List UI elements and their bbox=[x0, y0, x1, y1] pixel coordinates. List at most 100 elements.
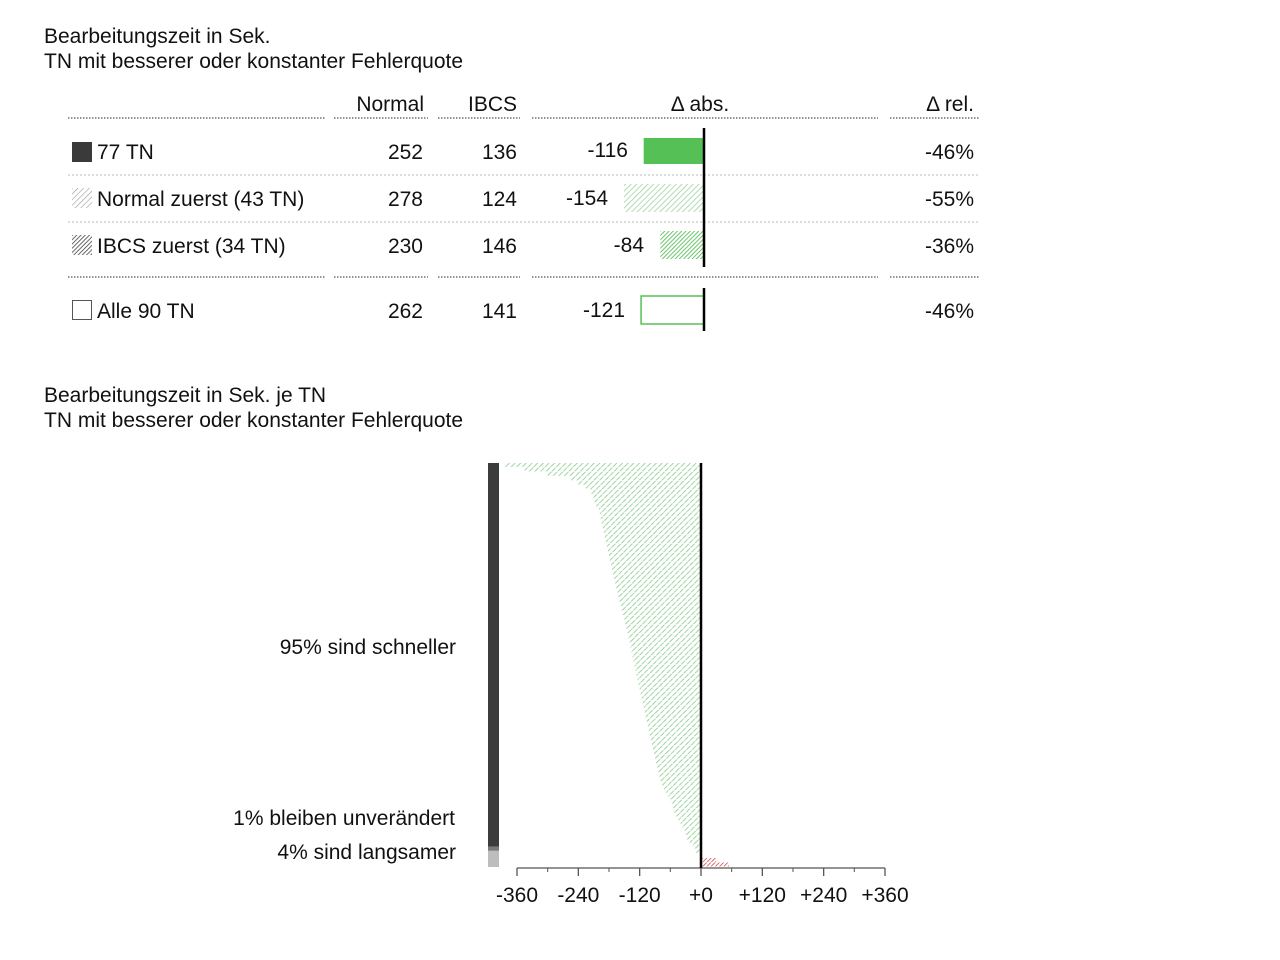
participant-bar bbox=[659, 772, 701, 777]
participant-bar bbox=[623, 615, 701, 620]
cell-delta-abs: -84 bbox=[613, 234, 644, 257]
table-subtitle: TN mit besserer oder konstanter Fehlerqu… bbox=[44, 50, 464, 73]
participant-bar bbox=[603, 530, 701, 535]
participant-bar bbox=[682, 826, 701, 831]
participant-bar bbox=[662, 781, 701, 786]
participant-bar bbox=[672, 804, 701, 809]
participant-bar bbox=[656, 759, 701, 764]
participant-bar bbox=[639, 687, 701, 692]
participant-bar bbox=[633, 660, 701, 665]
participant-bar bbox=[602, 525, 701, 530]
legend-swatch-hatch-light bbox=[72, 188, 92, 208]
participant-bar bbox=[670, 799, 701, 804]
participant-bar bbox=[701, 858, 717, 862]
participant-bar bbox=[629, 642, 701, 647]
participant-bar bbox=[591, 489, 701, 494]
participant-bar bbox=[620, 602, 701, 607]
x-tick-label: +0 bbox=[689, 884, 713, 907]
table-title: Bearbeitungszeit in Sek. bbox=[44, 25, 271, 48]
participant-bar bbox=[613, 570, 701, 575]
participant-bar bbox=[605, 539, 701, 544]
legend-swatch-hatch-dark bbox=[72, 235, 92, 255]
cell-delta-abs: -121 bbox=[582, 299, 625, 322]
participant-bar bbox=[547, 471, 701, 476]
row-label-77-tn: 77 TN bbox=[97, 141, 154, 164]
column-header-ibcs: IBCS bbox=[467, 93, 517, 116]
group-share-bar bbox=[488, 850, 499, 867]
x-tick-label: +360 bbox=[861, 884, 908, 907]
delta-abs-bar-77-tn bbox=[643, 138, 704, 164]
participant-bar bbox=[604, 534, 701, 539]
participant-bar bbox=[647, 723, 701, 728]
cell-ibcs: 146 bbox=[481, 235, 517, 258]
group-share-bar bbox=[488, 463, 499, 847]
participant-bar bbox=[593, 494, 701, 499]
legend-swatch-solid bbox=[72, 142, 92, 162]
column-header-delta-rel: Δ rel. bbox=[926, 93, 974, 116]
participant-bar bbox=[622, 611, 701, 616]
participant-bar bbox=[630, 647, 701, 651]
participant-bar bbox=[637, 678, 701, 683]
row-label-normal-zuerst: Normal zuerst (43 TN) bbox=[97, 188, 305, 211]
participant-bar bbox=[676, 813, 701, 818]
participant-bar bbox=[570, 476, 701, 481]
participant-bar bbox=[686, 835, 701, 840]
participant-bar bbox=[594, 498, 701, 503]
participant-bar bbox=[610, 557, 701, 562]
participant-bar bbox=[657, 763, 701, 768]
participant-bar bbox=[634, 665, 701, 669]
participant-bar bbox=[653, 750, 701, 755]
participant-bar bbox=[624, 620, 701, 624]
participant-bar bbox=[631, 651, 701, 656]
row-dividers bbox=[68, 174, 980, 223]
participant-bar bbox=[628, 638, 701, 642]
participant-bar bbox=[652, 745, 701, 750]
row-label-alle-90-tn: Alle 90 TN bbox=[97, 300, 195, 323]
participant-bar bbox=[578, 480, 701, 485]
chart-title: Bearbeitungszeit in Sek. je TN bbox=[44, 384, 327, 407]
participant-bar bbox=[655, 754, 701, 759]
participant-bar bbox=[600, 516, 701, 521]
participant-bar bbox=[612, 566, 701, 571]
cell-delta-rel: -46% bbox=[924, 300, 974, 323]
group-label-faster: 95% sind schneller bbox=[279, 636, 456, 659]
group-share-bar bbox=[488, 846, 499, 851]
x-tick-label: -240 bbox=[557, 884, 599, 907]
participant-bar bbox=[601, 521, 701, 526]
participant-bar bbox=[619, 597, 701, 602]
participant-bar bbox=[614, 575, 701, 580]
participant-bar bbox=[658, 768, 701, 773]
participant-bar bbox=[632, 656, 701, 660]
participant-bar bbox=[646, 718, 701, 723]
cell-normal: 252 bbox=[387, 141, 423, 164]
group-label-unchanged: 1% bleiben unverändert bbox=[233, 807, 455, 830]
participant-bar bbox=[668, 795, 701, 800]
participant-bar bbox=[695, 849, 701, 853]
participant-bar bbox=[504, 463, 701, 467]
participant-bar bbox=[642, 700, 701, 705]
participant-bar bbox=[640, 691, 701, 696]
participant-bar bbox=[625, 624, 701, 629]
participant-bar bbox=[649, 732, 701, 737]
table-graphics bbox=[68, 117, 980, 331]
participant-bar bbox=[617, 588, 701, 593]
cell-ibcs: 141 bbox=[481, 300, 517, 323]
participant-bar bbox=[598, 507, 701, 512]
participant-bar bbox=[684, 831, 701, 835]
chart-subtitle: TN mit besserer oder konstanter Fehlerqu… bbox=[44, 409, 464, 432]
participant-bar bbox=[638, 682, 701, 687]
participant-bar bbox=[701, 862, 730, 867]
cell-normal: 278 bbox=[387, 188, 423, 211]
participant-bar bbox=[645, 714, 701, 719]
column-header-delta-abs: Δ abs. bbox=[670, 93, 730, 116]
x-tick-label: +120 bbox=[739, 884, 786, 907]
x-tick-label: -120 bbox=[619, 884, 661, 907]
x-tick-label: +240 bbox=[800, 884, 847, 907]
participant-bar bbox=[609, 552, 701, 557]
participant-bar bbox=[643, 705, 701, 710]
participant-bar bbox=[664, 786, 701, 791]
cell-ibcs: 136 bbox=[481, 141, 517, 164]
cell-delta-rel: -46% bbox=[924, 141, 974, 164]
cell-delta-rel: -55% bbox=[924, 188, 974, 211]
participant-bar bbox=[524, 467, 701, 472]
